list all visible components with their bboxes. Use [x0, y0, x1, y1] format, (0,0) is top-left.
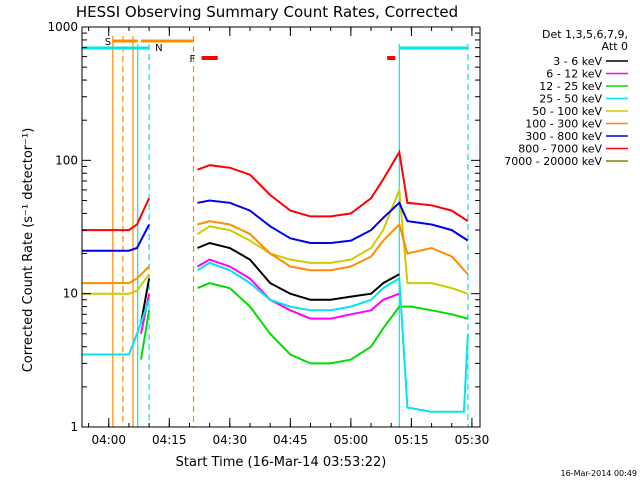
x-axis-label: Start Time (16-Mar-14 03:53:22) — [176, 455, 387, 470]
x-tick-label: 05:15 — [394, 433, 429, 447]
legend-label: 300 - 800 keV — [525, 130, 602, 143]
x-tick-label: 04:00 — [91, 433, 126, 447]
flare-flag-label: F — [189, 54, 195, 65]
y-tick-label: 1000 — [47, 20, 78, 34]
series-line-7 — [82, 149, 469, 232]
night-flag-label: N — [155, 43, 162, 54]
y-axis-label: Corrected Count Rate (s⁻¹ detector⁻¹) — [21, 128, 36, 373]
series-line-4 — [82, 189, 469, 295]
x-tick-label: 05:30 — [455, 433, 490, 447]
legend-label: 100 - 300 keV — [525, 118, 602, 131]
y-tick-label: 10 — [63, 287, 78, 301]
legend-label: 12 - 25 keV — [539, 80, 602, 93]
series-line-3 — [82, 261, 469, 413]
x-axis: 04:00 04:15 04:30 04:45 05:00 05:15 05:30 — [88, 27, 490, 447]
legend-label: 25 - 50 keV — [539, 93, 602, 106]
plot-frame — [81, 26, 481, 428]
series-line-1 — [140, 258, 400, 334]
flag-layer: S N F — [82, 36, 469, 427]
series-layer — [82, 149, 469, 413]
legend-label: 800 - 7000 keV — [518, 143, 602, 156]
footer-date: 16-Mar-2014 00:49 — [561, 469, 638, 478]
legend-header: Att 0 — [602, 40, 628, 53]
x-tick-label: 04:15 — [152, 433, 187, 447]
series-line-6 — [82, 199, 469, 252]
legend-label: 50 - 100 keV — [532, 105, 602, 118]
legend-label: 6 - 12 keV — [546, 68, 602, 81]
series-line-0 — [140, 241, 400, 324]
x-tick-label: 04:30 — [213, 433, 248, 447]
legend-label: 3 - 6 keV — [553, 55, 602, 68]
legend-label: 7000 - 20000 keV — [504, 155, 602, 168]
y-axis: 1 10 100 1000 — [47, 20, 480, 434]
x-tick-label: 05:00 — [334, 433, 369, 447]
saa-flag-label: S — [105, 37, 111, 48]
series-line-2 — [140, 282, 469, 365]
chart-title: HESSI Observing Summary Count Rates, Cor… — [76, 3, 458, 21]
y-tick-label: 100 — [55, 153, 78, 167]
series-line-5 — [82, 220, 469, 285]
y-tick-label: 1 — [70, 420, 78, 434]
legend-header: Det 1,3,5,6,7,9, — [542, 28, 628, 41]
x-tick-label: 04:45 — [273, 433, 308, 447]
